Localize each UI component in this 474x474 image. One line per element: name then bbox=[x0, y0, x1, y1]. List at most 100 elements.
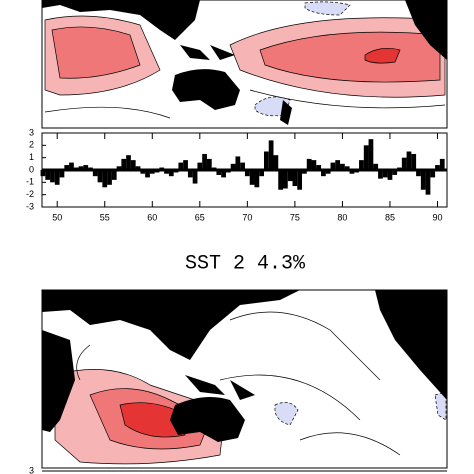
y-tick-label: 0 bbox=[29, 164, 34, 174]
bar bbox=[164, 170, 169, 174]
bar bbox=[359, 160, 364, 170]
bar bbox=[349, 170, 355, 174]
bar bbox=[121, 158, 127, 170]
land bbox=[405, 0, 447, 60]
bar bbox=[292, 170, 298, 187]
y-tick-label: -2 bbox=[26, 189, 34, 199]
x-tick-label: 90 bbox=[432, 212, 442, 222]
bar bbox=[259, 170, 264, 177]
x-tick-label: 55 bbox=[100, 212, 110, 222]
bar bbox=[197, 162, 203, 170]
land bbox=[42, 330, 75, 432]
land bbox=[42, 290, 300, 360]
bar bbox=[392, 170, 398, 175]
bar bbox=[130, 160, 136, 170]
bar bbox=[368, 139, 374, 170]
bar bbox=[330, 162, 336, 170]
bar bbox=[192, 170, 198, 184]
y-tick-label: -3 bbox=[26, 201, 34, 211]
bar bbox=[287, 170, 293, 182]
bar bbox=[92, 170, 98, 177]
bar bbox=[430, 170, 436, 178]
bar bbox=[249, 170, 255, 185]
bar bbox=[278, 170, 284, 190]
x-tick-label: 65 bbox=[195, 212, 205, 222]
cool-region bbox=[274, 402, 299, 426]
land bbox=[42, 0, 200, 40]
bar bbox=[225, 170, 231, 173]
y-tick-label: -1 bbox=[26, 177, 34, 187]
bar bbox=[382, 170, 388, 178]
land bbox=[185, 375, 255, 400]
bar bbox=[216, 170, 222, 175]
warm-region bbox=[51, 26, 141, 79]
bar bbox=[373, 163, 379, 170]
bar bbox=[244, 170, 250, 177]
bar bbox=[406, 151, 412, 170]
bar bbox=[78, 166, 84, 170]
contour bbox=[44, 89, 446, 119]
bar bbox=[69, 162, 74, 170]
bar bbox=[54, 170, 60, 185]
x-tick-label: 75 bbox=[290, 212, 300, 222]
bar bbox=[116, 166, 122, 170]
bar bbox=[340, 163, 345, 170]
cool-region bbox=[254, 96, 291, 117]
y-tick-label: 3 bbox=[29, 465, 34, 474]
y-tick-label: 1 bbox=[29, 152, 34, 162]
bar bbox=[183, 160, 188, 170]
bar bbox=[88, 167, 93, 170]
cool-region bbox=[304, 1, 351, 16]
y-tick-label: 3 bbox=[29, 127, 34, 137]
contour bbox=[76, 311, 401, 456]
x-tick-label: 85 bbox=[385, 212, 395, 222]
map-top bbox=[41, 0, 448, 129]
bar bbox=[59, 170, 65, 178]
bar bbox=[230, 163, 236, 170]
time-series: 3 bbox=[29, 465, 447, 474]
x-tick-label: 60 bbox=[147, 212, 157, 222]
bar bbox=[126, 155, 131, 170]
panel-title: SST 2 4.3% bbox=[185, 252, 306, 275]
bar bbox=[149, 170, 155, 174]
land bbox=[180, 45, 235, 60]
bar bbox=[297, 170, 303, 190]
bar bbox=[401, 157, 407, 170]
bar bbox=[235, 156, 241, 170]
bar bbox=[206, 158, 212, 170]
bar bbox=[83, 165, 89, 170]
bar bbox=[302, 170, 307, 174]
bar bbox=[263, 151, 269, 170]
warm-core bbox=[119, 402, 186, 438]
bar bbox=[416, 170, 421, 177]
bar bbox=[397, 167, 402, 170]
map-bottom bbox=[41, 289, 448, 469]
x-tick-label: 80 bbox=[337, 212, 347, 222]
bar bbox=[221, 170, 226, 178]
bar bbox=[40, 170, 46, 177]
bar bbox=[363, 145, 369, 170]
bar bbox=[411, 153, 417, 170]
bar bbox=[254, 170, 260, 188]
bar bbox=[435, 165, 440, 170]
bar bbox=[140, 170, 146, 174]
bar bbox=[178, 162, 184, 170]
bar bbox=[316, 165, 322, 170]
land bbox=[170, 396, 245, 442]
time-series: -3 -2 -1 0 1 2 3 50 55 60 65 70 75 80 85 90 bbox=[26, 127, 448, 222]
bar bbox=[306, 158, 312, 170]
bar bbox=[187, 170, 193, 178]
bar bbox=[202, 153, 207, 170]
bar bbox=[425, 170, 431, 195]
warm-core bbox=[364, 48, 401, 64]
land bbox=[280, 100, 292, 125]
bar bbox=[378, 170, 383, 179]
bar bbox=[439, 158, 445, 170]
bar bbox=[273, 155, 279, 170]
bar bbox=[321, 170, 326, 177]
bar bbox=[97, 170, 103, 183]
bar bbox=[73, 167, 79, 170]
bar bbox=[111, 170, 117, 180]
bar bbox=[102, 170, 108, 188]
